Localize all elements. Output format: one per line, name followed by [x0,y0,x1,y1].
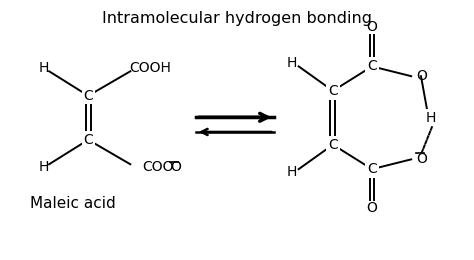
Text: C: C [367,59,377,73]
Text: C: C [328,138,338,152]
Text: O: O [170,160,181,174]
Text: H: H [426,111,436,125]
Text: COOH: COOH [129,61,171,75]
Text: O: O [416,152,427,166]
Text: H: H [39,160,49,174]
Text: H: H [39,61,49,75]
Text: O: O [366,20,377,34]
Text: C: C [328,84,338,98]
Text: C: C [83,133,93,147]
Text: H: H [287,56,297,70]
Text: O: O [366,201,377,215]
Text: Maleic acid: Maleic acid [29,196,115,211]
Text: H: H [287,165,297,179]
Text: O: O [416,69,427,83]
Text: C: C [83,89,93,103]
Text: Intramolecular hydrogen bonding: Intramolecular hydrogen bonding [102,11,372,25]
Text: C: C [367,162,377,176]
Text: COO: COO [142,160,173,174]
